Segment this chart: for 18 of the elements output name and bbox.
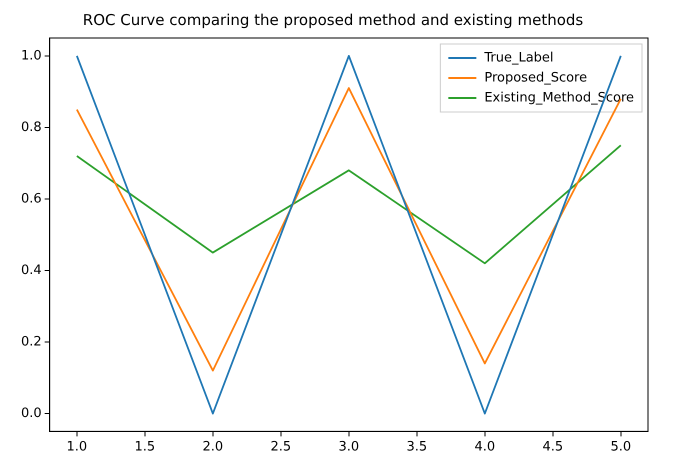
- y-tick-label: 0.4: [20, 262, 42, 278]
- y-tick-label: 0.2: [20, 334, 42, 350]
- y-tick-label: 0.6: [20, 191, 42, 206]
- x-tick-label: 1.0: [66, 440, 88, 455]
- y-tick-label: 0.8: [20, 120, 42, 135]
- chart-title: ROC Curve comparing the proposed method and existing methods: [82, 10, 584, 29]
- legend-label: True_Label: [483, 50, 554, 66]
- x-tick-label: 4.5: [542, 440, 564, 455]
- x-tick-label: 2.5: [270, 440, 292, 455]
- x-tick-label: 3.0: [338, 440, 360, 455]
- x-tick-label: 2.0: [202, 440, 224, 455]
- y-tick-label: 0.0: [20, 406, 42, 421]
- legend-label: Proposed_Score: [484, 70, 588, 86]
- x-tick-label: 5.0: [610, 440, 632, 455]
- x-tick-label: 3.5: [406, 440, 428, 455]
- y-tick-label: 1.0: [20, 48, 42, 64]
- x-tick-label: 1.5: [134, 440, 156, 455]
- x-tick-label: 4.0: [474, 440, 496, 455]
